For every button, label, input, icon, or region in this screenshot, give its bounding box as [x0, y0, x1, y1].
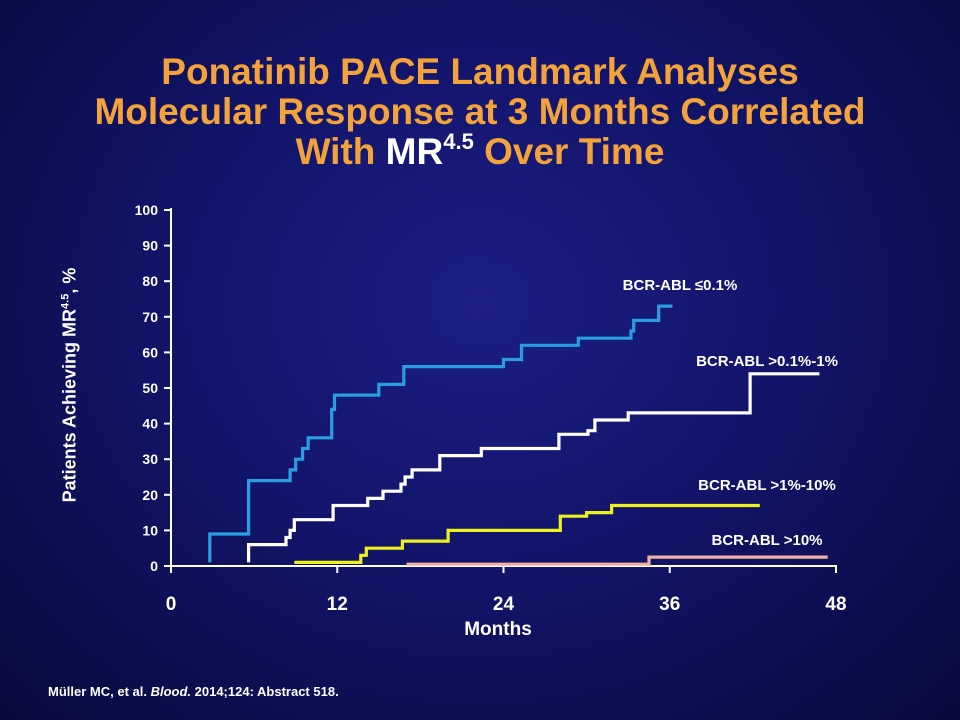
y-tick-label: 80	[142, 273, 158, 289]
title-line-2: Molecular Response at 3 Months Correlate…	[94, 91, 866, 132]
series-label: BCR-ABL >10%	[712, 532, 823, 549]
series-label: BCR-ABL >0.1%-1%	[696, 353, 838, 370]
x-axis-label: Months	[464, 619, 532, 640]
title-line-1: Ponatinib PACE Landmark Analyses	[161, 51, 799, 92]
y-axis-label-superscript: 4.5	[59, 293, 72, 309]
y-axis-label: Patients Achieving MR4.5, %	[60, 268, 81, 503]
title-line-3-before: With	[295, 131, 386, 172]
y-tick-label: 100	[135, 202, 159, 218]
y-tick-label: 60	[142, 344, 158, 360]
y-tick-label: 90	[142, 238, 158, 254]
x-tick-label: 12	[327, 594, 348, 615]
y-tick-label: 70	[142, 309, 158, 325]
x-tick-label: 36	[659, 594, 680, 615]
series-label: BCR-ABL >1%-10%	[698, 477, 836, 494]
y-axis-label-prefix: Patients Achieving MR	[59, 308, 80, 503]
citation-authors: Müller MC, et al.	[48, 684, 151, 699]
citation-details: 2014;124: Abstract 518.	[191, 684, 339, 699]
y-tick-label: 0	[150, 558, 158, 574]
y-axis-label-suffix: , %	[59, 267, 80, 294]
series-line	[406, 555, 828, 566]
series-line	[208, 304, 673, 563]
y-tick-label: 10	[142, 522, 158, 538]
title-mr-text: MR	[385, 131, 444, 172]
x-tick-label: 24	[493, 594, 515, 615]
slide-title: Ponatinib PACE Landmark Analyses Molecul…	[0, 52, 960, 172]
series-line	[294, 503, 760, 564]
title-mr: MR4.5	[386, 131, 474, 172]
series-line	[247, 372, 820, 563]
title-line-3-after: Over Time	[473, 131, 665, 172]
x-tick-label: 0	[166, 594, 177, 615]
y-tick-label: 20	[142, 487, 158, 503]
citation: Müller MC, et al. Blood. 2014;124: Abstr…	[48, 684, 339, 699]
y-tick-label: 40	[142, 416, 158, 432]
title-mr-superscript: 4.5	[443, 129, 474, 154]
y-tick-label: 30	[142, 451, 158, 467]
x-tick-label: 48	[825, 594, 846, 615]
citation-journal: Blood.	[150, 684, 192, 699]
series-label: BCR-ABL ≤0.1%	[623, 277, 738, 294]
title-line-3: With MR4.5 Over Time	[0, 131, 960, 172]
y-tick-label: 50	[142, 380, 158, 396]
